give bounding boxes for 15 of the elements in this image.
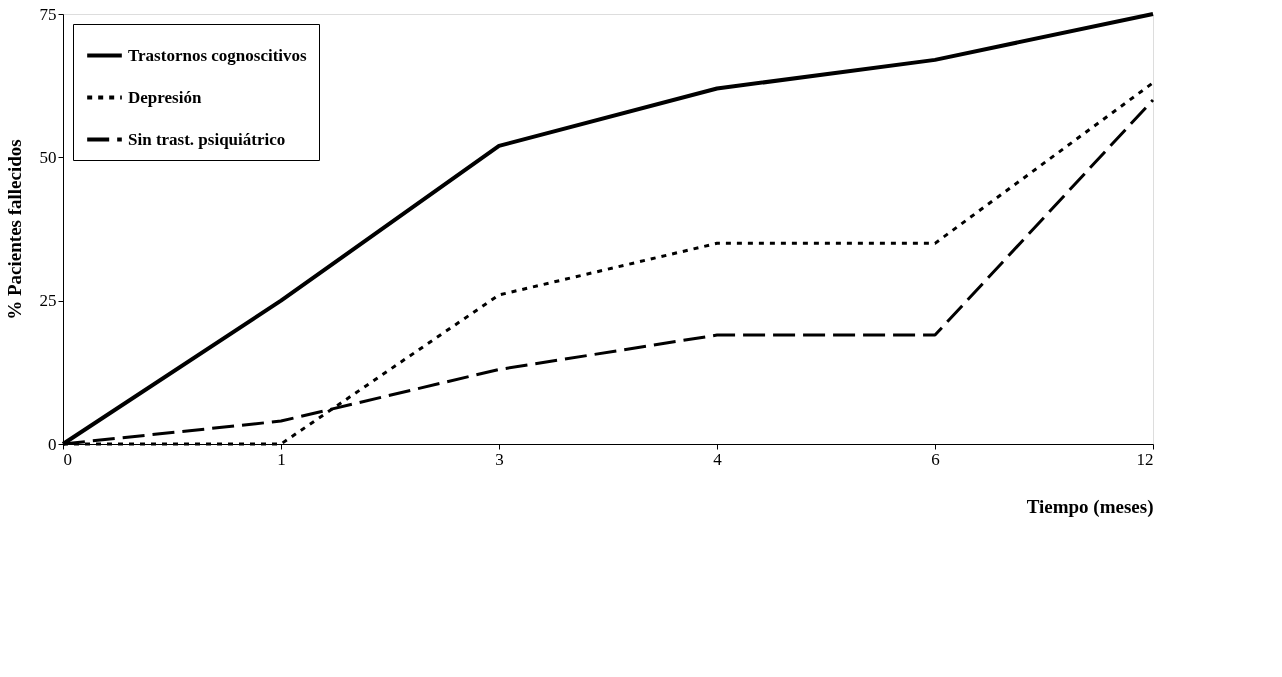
x-tick-label: 1: [277, 449, 286, 469]
x-tick-label: 0: [63, 449, 72, 469]
x-axis-title: Tiempo (meses): [1026, 495, 1154, 518]
legend-label: Sin trast. psiquiátrico: [128, 129, 286, 149]
x-tick-label: 12: [1136, 449, 1154, 469]
y-axis-title: % Pacientes fallecidos: [3, 139, 25, 320]
y-tick-label: 50: [39, 147, 57, 167]
x-tick-label: 4: [713, 449, 723, 469]
x-tick-label: 3: [495, 449, 504, 469]
x-tick-label: 6: [931, 449, 940, 469]
legend-label: Depresión: [128, 87, 202, 107]
y-tick-label: 25: [39, 291, 57, 311]
y-tick-label: 75: [39, 4, 57, 24]
y-tick-label: 0: [48, 434, 57, 454]
legend-label: Trastornos cognoscitivos: [128, 45, 308, 65]
